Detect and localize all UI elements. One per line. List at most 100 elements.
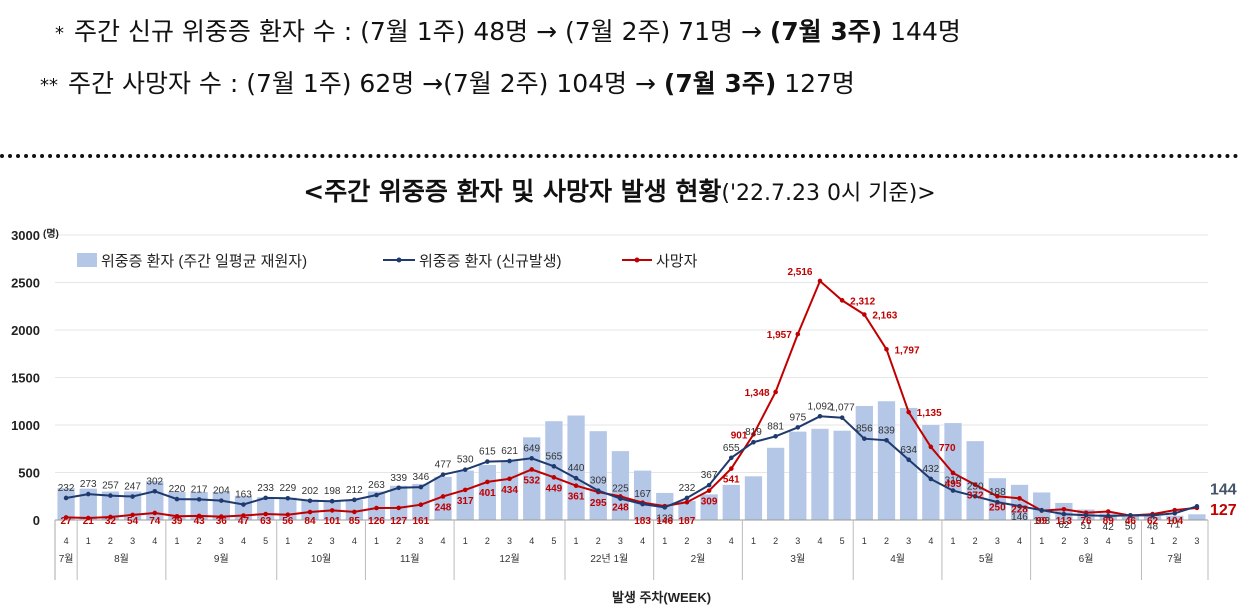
death-data-label: 161 [413,516,430,527]
critical-point [728,455,734,461]
critical-point [795,425,801,430]
death-point [906,409,911,415]
death-data-label: 2,312 [850,296,875,307]
death-point [85,515,91,521]
death-point [1017,496,1022,501]
week-label: 3 [130,536,135,546]
death-data-label: 2,516 [787,267,812,278]
bar [722,484,740,520]
critical-data-label: 167 [634,489,651,500]
critical-point [130,494,135,499]
bar [146,481,164,520]
death-point [285,512,291,517]
critical-point [1172,510,1178,516]
bar [1143,516,1162,520]
critical-point [241,502,246,507]
critical-point [218,498,224,503]
bar [478,464,497,520]
week-label: 2 [108,536,113,546]
week-label: 2 [485,536,490,546]
critical-data-label: 263 [368,480,385,491]
death-data-label: 74 [149,516,161,527]
critical-data-label: 367 [701,470,718,481]
week-label: 4 [928,536,933,546]
week-label: 1 [1150,536,1155,546]
death-point [950,470,956,476]
summary-bold: (7월 3주) [663,69,777,98]
summary-bold: (7월 3주) [769,17,883,46]
critical-point [928,476,934,482]
critical-point [618,496,623,501]
week-label: 2 [596,536,601,546]
death-point [884,346,889,352]
month-label: 2월 [691,553,706,565]
week-label: 2 [1061,536,1066,546]
death-data-label: 76 [1080,516,1092,527]
critical-data-label: 477 [435,460,452,471]
critical-point [751,439,756,445]
critical-data-label: 530 [457,455,474,466]
bar [1033,492,1051,520]
death-data-label: 47 [238,516,250,527]
bar [101,491,120,520]
bar [545,421,563,520]
death-data-label: 248 [612,502,629,513]
critical-data-label: 1,077 [830,403,855,414]
death-data-label: 127 [390,516,407,527]
death-data-label: 361 [568,492,585,503]
critical-data-label: 225 [612,484,629,495]
critical-data-label: 51 [1080,521,1092,532]
critical-point [152,489,158,494]
death-data-label: 113 [1056,516,1073,527]
death-data-label: 43 [194,516,206,527]
critical-data-label: 302 [146,476,163,487]
death-point [462,487,468,493]
month-label: 22년 1월 [590,553,628,565]
critical-data-label: 565 [546,451,563,462]
month-label: 11월 [400,553,420,565]
legend-label-critical: 위중증 환자 (신규발생) [419,253,562,270]
bar [1010,484,1029,520]
y-tick-label: 1000 [11,418,40,433]
death-end-label: 127 [1210,502,1237,519]
week-label: 4 [1106,536,1111,546]
death-point [728,466,734,471]
summary-text: 주간 사망자 수 : (7월 1주) 62명 →(7월 2주) 104명 → [68,69,656,98]
y-unit-label: (명) [43,227,59,240]
critical-data-label: 163 [235,490,252,501]
week-label: 1 [1039,536,1044,546]
critical-data-label: 440 [568,463,585,474]
critical-data-label: 621 [501,446,518,457]
week-label: 4 [1017,536,1022,546]
critical-point [706,482,712,488]
critical-line [65,415,1198,518]
month-label: 4월 [890,553,905,565]
death-data-label: 228 [1011,504,1028,515]
deaths-summary: ** 주간 사망자 수 : (7월 1주) 62명 →(7월 2주) 104명 →… [40,64,855,100]
bar [877,401,896,520]
bar [123,491,142,520]
critical-data-label: 310 [945,476,962,487]
critical-point [906,457,911,463]
critical-data-label: 881 [767,421,784,432]
death-point [529,467,535,472]
critical-data-label: 198 [324,486,341,497]
bar [234,495,253,520]
week-label: 2 [773,536,778,546]
death-data-label: 126 [368,516,385,527]
critical-data-label: 649 [523,443,540,454]
death-point [751,432,756,437]
week-label: 4 [729,536,734,546]
death-point [63,515,69,520]
critical-data-label: 229 [279,483,296,494]
critical-point [995,499,1000,505]
month-label: 7월 [1167,553,1182,565]
death-data-label: 39 [171,516,183,527]
week-label: 2 [884,536,889,546]
critical-point [418,484,424,490]
week-label: 3 [795,536,800,546]
critical-point [551,464,557,469]
critical-point [1194,504,1200,509]
week-label: 1 [662,536,667,546]
